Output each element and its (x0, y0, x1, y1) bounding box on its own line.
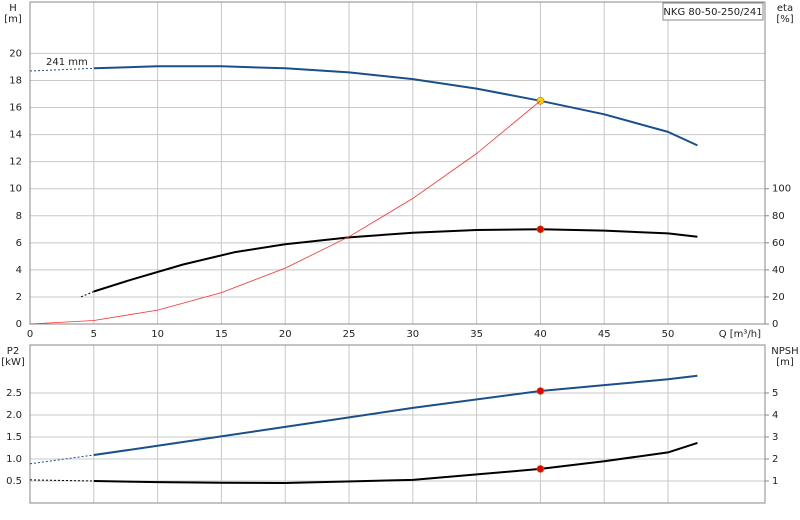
y2-tick-label: 40 (772, 265, 785, 276)
x-tick-label: 45 (598, 329, 611, 340)
y-axis-unit: [kW] (1, 357, 25, 368)
y-tick-label: 0.5 (6, 476, 22, 487)
plot-area (30, 345, 765, 503)
x-tick-label: 50 (662, 329, 675, 340)
x-tick-label: 10 (151, 329, 164, 340)
y2-tick-label: 5 (772, 388, 778, 399)
y2-tick-label: 3 (772, 432, 778, 443)
y2-axis-unit: [%] (776, 14, 793, 25)
y2-tick-label: 80 (772, 211, 785, 222)
y-axis-unit: [m] (4, 14, 22, 25)
series-line (93, 228, 698, 293)
y-tick-label: 2 (16, 292, 22, 303)
y2-axis-unit: [m] (776, 357, 794, 368)
series-line (29, 479, 94, 482)
y2-tick-label: 20 (772, 292, 785, 303)
y-tick-label: 1.5 (6, 432, 22, 443)
plot-frame (29, 1, 766, 325)
series-line (29, 67, 94, 72)
operating-point (536, 465, 545, 473)
x-tick-label: 15 (215, 329, 228, 340)
x-tick-label: 5 (91, 329, 97, 340)
y-tick-label: 10 (9, 184, 22, 195)
y2-tick-label: 2 (772, 454, 778, 465)
y-tick-label: 2.0 (6, 410, 22, 421)
series-line (29, 454, 94, 465)
y-tick-label: 14 (9, 130, 22, 141)
y-tick-label: 1.0 (6, 454, 22, 465)
y2-axis-label: eta (777, 3, 793, 14)
series-line (93, 65, 698, 147)
series-line (29, 100, 541, 325)
series-line (93, 441, 698, 484)
title-box (662, 2, 764, 21)
y2-tick-label: 60 (772, 238, 785, 249)
y-tick-label: 20 (9, 48, 22, 59)
y-tick-label: 18 (9, 75, 22, 86)
x-tick-label: 30 (406, 329, 419, 340)
y-tick-label: 0 (16, 319, 22, 330)
y-axis-label: H (9, 3, 17, 14)
operating-point (536, 387, 545, 395)
y2-tick-label: 1 (772, 476, 778, 487)
y-tick-label: 6 (16, 238, 22, 249)
plot-frame (29, 344, 766, 504)
y2-tick-label: 0 (772, 319, 778, 330)
y2-axis-label: NPSH (771, 346, 798, 357)
y2-tick-label: 100 (772, 184, 791, 195)
plot-area (30, 2, 765, 324)
x-axis-label: Q [m³/h] (719, 329, 761, 340)
x-tick-label: 35 (470, 329, 483, 340)
x-tick-label: 20 (279, 329, 292, 340)
y-tick-label: 4 (16, 265, 22, 276)
y-tick-label: 2.5 (6, 388, 22, 399)
y-tick-label: 16 (9, 103, 22, 114)
y-tick-label: 12 (9, 157, 22, 168)
series-label: 241 mm (46, 57, 88, 68)
y2-tick-label: 4 (772, 410, 778, 421)
y-tick-label: 8 (16, 211, 22, 222)
x-tick-label: 0 (27, 329, 33, 340)
x-tick-label: 25 (343, 329, 356, 340)
x-tick-label: 40 (534, 329, 547, 340)
series-line (93, 374, 698, 456)
y-axis-label: P2 (7, 346, 19, 357)
operating-point (536, 225, 545, 234)
chart-title: NKG 80-50-250/241 (663, 7, 762, 18)
